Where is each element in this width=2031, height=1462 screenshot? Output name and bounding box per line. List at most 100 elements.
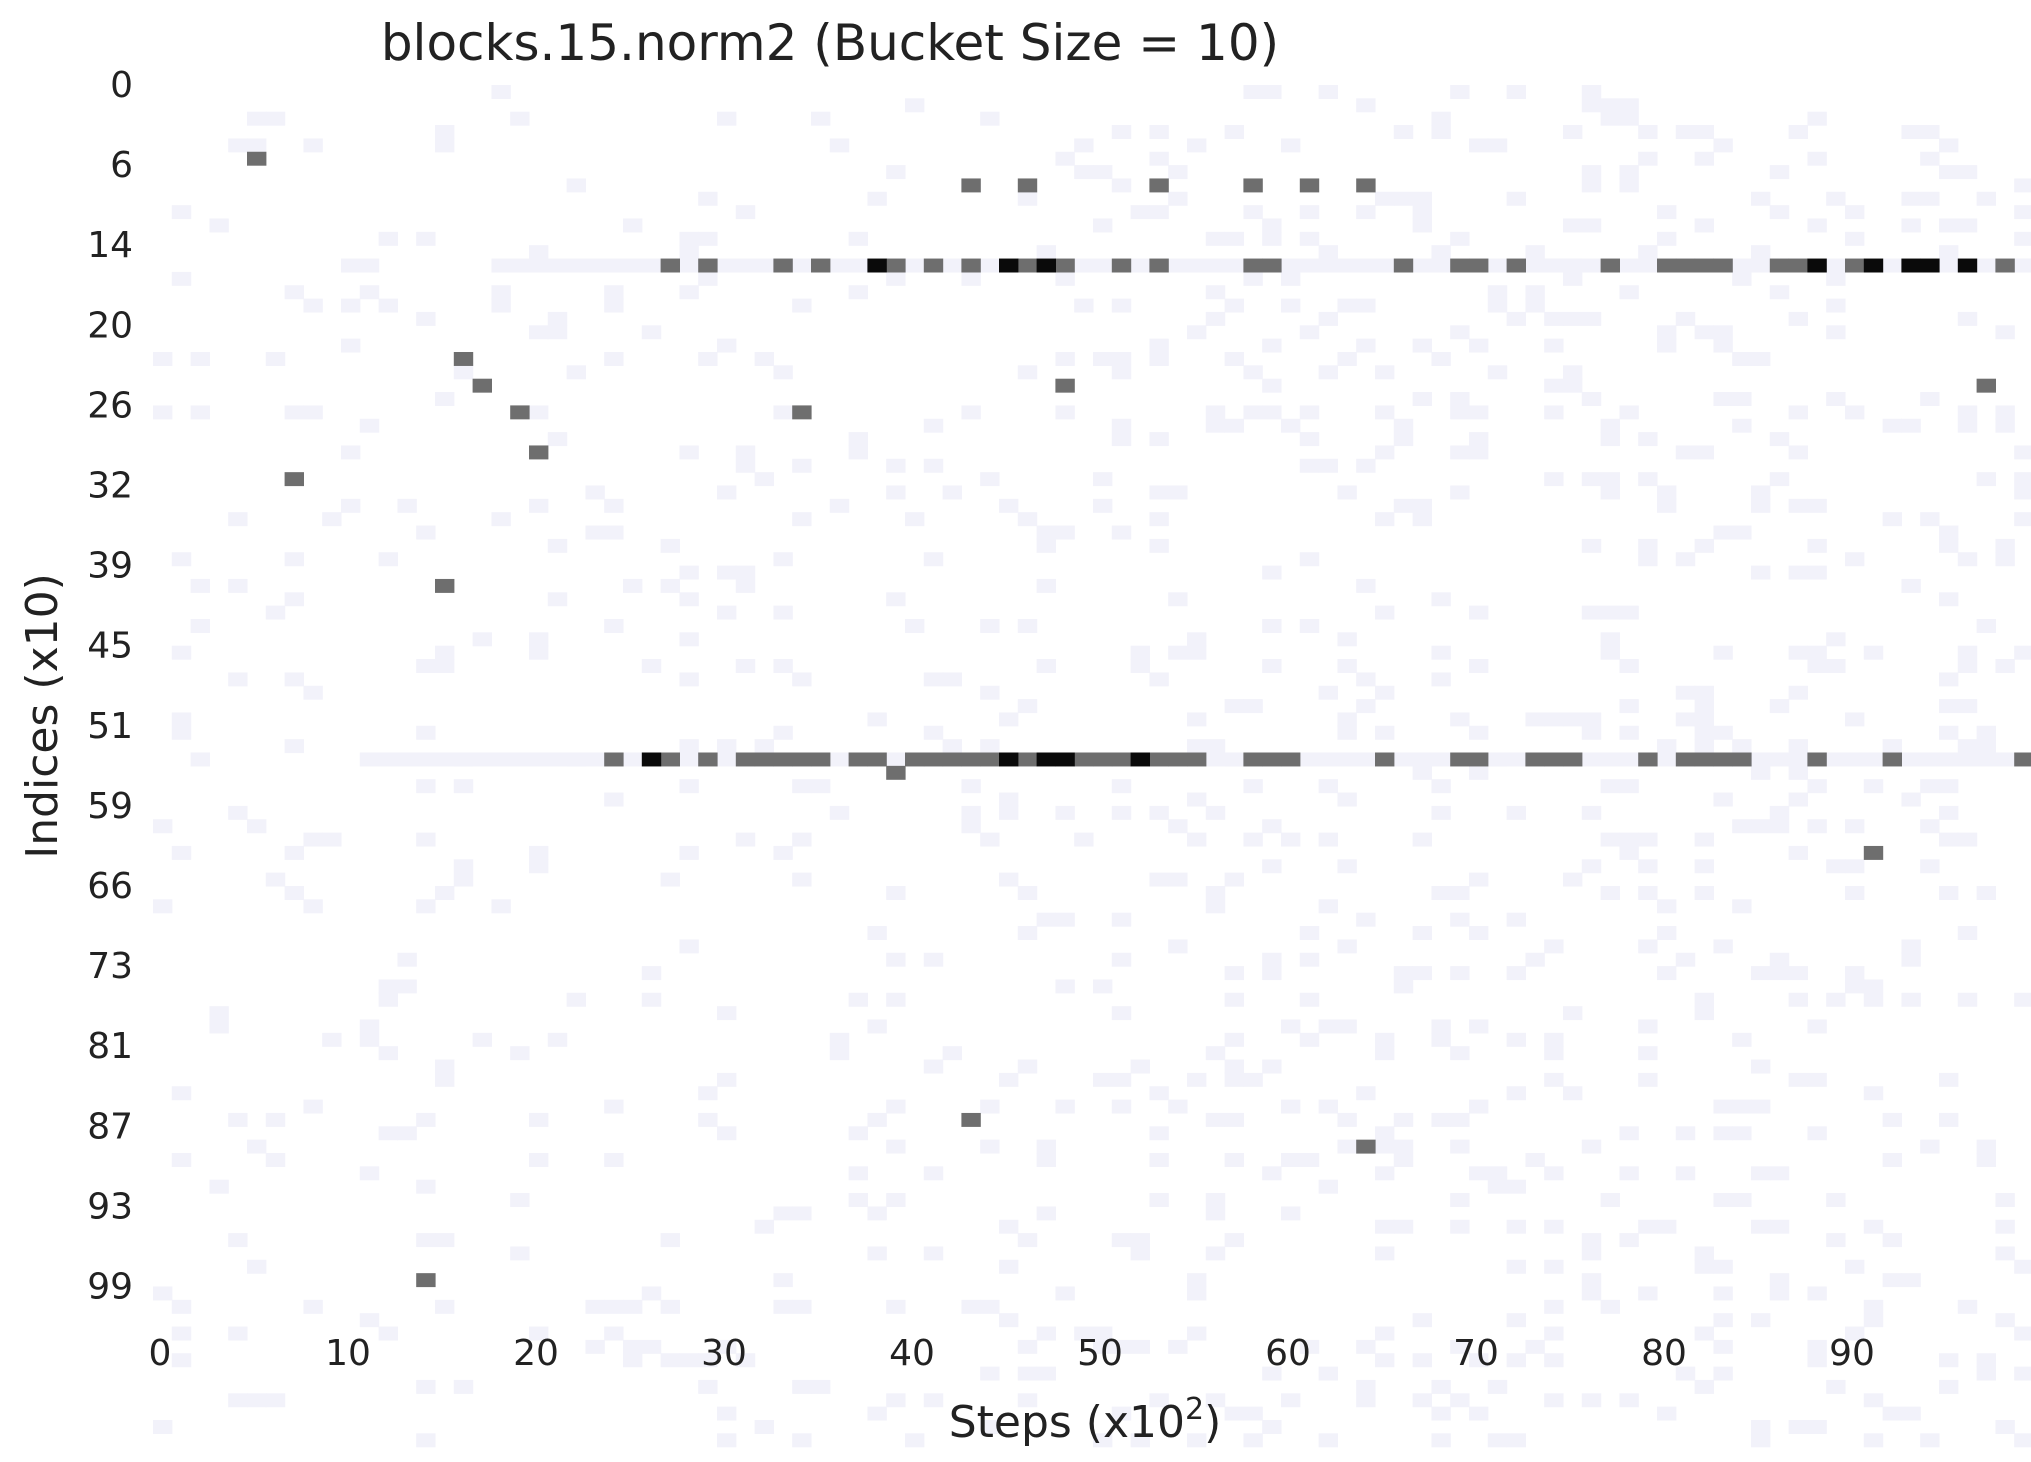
noise-cell [1619, 605, 1639, 620]
noise-cell [435, 1233, 455, 1248]
noise-cell [698, 271, 718, 286]
noise-cell [1149, 151, 1169, 166]
row-band-cell [1318, 258, 1338, 273]
noise-cell [1675, 445, 1696, 460]
heatmap-cell-peak [1901, 258, 1921, 273]
noise-cell [1694, 445, 1714, 460]
noise-cell [1732, 392, 1752, 406]
heatmap-cell-peak [1036, 258, 1056, 273]
noise-cell [717, 605, 737, 620]
noise-cell [510, 1193, 530, 1207]
noise-cell [1149, 205, 1169, 220]
noise-cell [773, 659, 793, 673]
noise-cell [209, 1019, 229, 1034]
noise-cell [1243, 405, 1263, 420]
noise-cell [1826, 325, 1846, 340]
noise-cell [1055, 1286, 1075, 1301]
row-band-cell [585, 752, 605, 767]
noise-cell [848, 432, 868, 447]
noise-cell [171, 1326, 192, 1341]
noise-cell [1544, 1393, 1564, 1408]
heatmap-cell [1450, 258, 1470, 273]
noise-cell [1187, 325, 1207, 340]
noise-cell [585, 1299, 605, 1314]
noise-cell [1863, 645, 1884, 660]
row-band-cell [1600, 752, 1620, 767]
noise-cell [980, 685, 1000, 700]
noise-cell [284, 592, 304, 607]
noise-cell [1262, 218, 1282, 233]
noise-cell [1431, 645, 1451, 660]
noise-cell [1450, 712, 1470, 727]
noise-cell [1111, 432, 1132, 447]
noise-cell [1093, 979, 1113, 994]
noise-cell [1055, 805, 1075, 820]
noise-cell [1017, 619, 1038, 633]
noise-cell [1299, 205, 1320, 220]
noise-cell [1299, 231, 1320, 246]
noise-cell [1939, 779, 1959, 794]
noise-cell [2014, 205, 2031, 220]
noise-cell [1318, 245, 1338, 260]
heatmap-cell-peak [999, 752, 1019, 767]
noise-cell [1393, 979, 1414, 994]
noise-cell [1130, 645, 1150, 660]
noise-cell [171, 845, 192, 860]
noise-cell [359, 418, 380, 433]
noise-cell [1826, 1233, 1846, 1248]
noise-cell [529, 645, 549, 660]
noise-cell [886, 952, 906, 967]
noise-cell [1600, 98, 1620, 113]
noise-cell [999, 872, 1019, 887]
noise-cell [1469, 1353, 1489, 1368]
background-noise-cells [153, 85, 2031, 1448]
row-band-cell [1487, 752, 1508, 767]
noise-cell [1845, 979, 1865, 994]
noise-cell [1807, 779, 1827, 794]
heatmap-cell [773, 258, 793, 273]
noise-cell [1845, 712, 1865, 727]
noise-cell [1375, 605, 1395, 620]
noise-cell [1393, 1219, 1414, 1234]
noise-cell [1901, 578, 1921, 593]
noise-cell [1450, 85, 1470, 99]
heatmap-point [961, 1112, 981, 1127]
noise-cell [886, 1193, 906, 1207]
noise-cell [1017, 1339, 1038, 1354]
noise-cell [171, 1153, 192, 1167]
noise-cell [641, 1339, 662, 1354]
noise-cell [153, 352, 173, 366]
noise-cell [1788, 1420, 1808, 1434]
noise-cell [1450, 485, 1470, 500]
noise-cell [1431, 886, 1451, 900]
noise-cell [1920, 779, 1940, 794]
noise-cell [1412, 1393, 1432, 1408]
noise-cell [1168, 1099, 1188, 1114]
noise-cell [1751, 245, 1771, 260]
noise-cell [1957, 926, 1978, 940]
noise-cell [1506, 805, 1526, 820]
noise-cell [1657, 498, 1677, 513]
noise-cell [1469, 1166, 1489, 1181]
noise-cell [1149, 1393, 1169, 1408]
noise-cell [1751, 565, 1771, 580]
noise-cell [1375, 1326, 1395, 1341]
noise-cell [1957, 659, 1978, 673]
noise-cell [153, 1420, 173, 1434]
noise-cell [811, 111, 831, 126]
heatmap-cell [1807, 752, 1827, 767]
noise-cell [1337, 659, 1357, 673]
noise-cell [660, 872, 680, 887]
x-tick-label: 90 [1829, 1333, 1875, 1374]
noise-cell [2014, 231, 2031, 246]
noise-cell [1130, 1339, 1150, 1354]
noise-cell [1111, 1406, 1132, 1421]
noise-cell [1619, 1233, 1639, 1248]
noise-cell [1469, 1406, 1489, 1421]
heatmap-cell [1017, 258, 1038, 273]
noise-cell [999, 805, 1019, 820]
noise-cell [1431, 1112, 1451, 1127]
noise-cell [1187, 632, 1207, 647]
row-band-cell [980, 258, 1000, 273]
